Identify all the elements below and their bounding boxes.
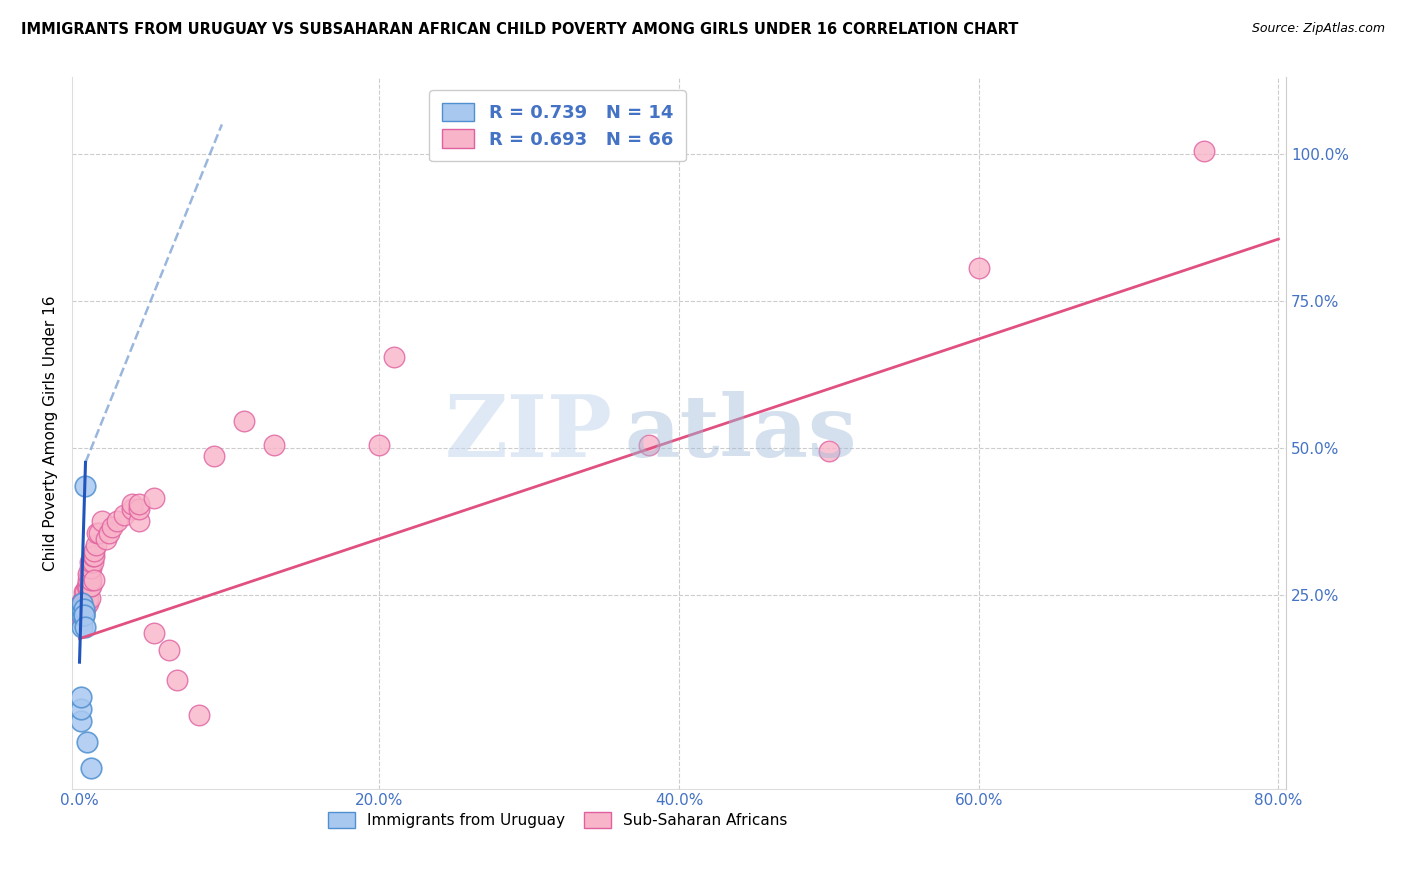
Point	[114, 508, 136, 523]
Point	[202, 450, 225, 464]
Point	[638, 438, 661, 452]
Point	[77, 591, 100, 605]
Point	[80, 579, 103, 593]
Point	[121, 502, 143, 516]
Point	[121, 496, 143, 510]
Point	[818, 443, 841, 458]
Point	[72, 596, 94, 610]
Point	[105, 514, 128, 528]
Point	[70, 714, 93, 728]
Legend: Immigrants from Uruguay, Sub-Saharan Africans: Immigrants from Uruguay, Sub-Saharan Afr…	[322, 806, 794, 834]
Point	[75, 591, 97, 605]
Point	[73, 584, 96, 599]
Point	[77, 567, 100, 582]
Text: atlas: atlas	[624, 391, 856, 475]
Point	[73, 602, 96, 616]
Point	[76, 579, 98, 593]
Point	[84, 538, 107, 552]
Point	[77, 573, 100, 587]
Point	[91, 514, 114, 528]
Point	[79, 591, 101, 605]
Point	[82, 549, 104, 564]
Point	[1192, 144, 1215, 158]
Point	[368, 438, 391, 452]
Point	[75, 620, 97, 634]
Point	[263, 438, 285, 452]
Point	[98, 525, 121, 540]
Point	[128, 502, 150, 516]
Point	[80, 555, 103, 569]
Point	[73, 602, 96, 616]
Point	[233, 414, 256, 428]
Point	[80, 761, 103, 775]
Text: Source: ZipAtlas.com: Source: ZipAtlas.com	[1251, 22, 1385, 36]
Point	[73, 591, 96, 605]
Point	[128, 514, 150, 528]
Point	[967, 261, 990, 276]
Point	[382, 350, 405, 364]
Point	[101, 520, 124, 534]
Point	[73, 596, 96, 610]
Point	[143, 491, 166, 505]
Point	[77, 596, 100, 610]
Point	[72, 614, 94, 628]
Point	[79, 555, 101, 569]
Point	[70, 702, 93, 716]
Point	[79, 573, 101, 587]
Point	[76, 734, 98, 748]
Point	[96, 532, 118, 546]
Point	[80, 561, 103, 575]
Point	[75, 584, 97, 599]
Point	[86, 525, 108, 540]
Point	[143, 625, 166, 640]
Point	[87, 525, 110, 540]
Text: IMMIGRANTS FROM URUGUAY VS SUBSAHARAN AFRICAN CHILD POVERTY AMONG GIRLS UNDER 16: IMMIGRANTS FROM URUGUAY VS SUBSAHARAN AF…	[21, 22, 1018, 37]
Point	[75, 479, 97, 493]
Point	[79, 561, 101, 575]
Point	[73, 608, 96, 623]
Point	[159, 643, 181, 657]
Point	[83, 573, 105, 587]
Y-axis label: Child Poverty Among Girls Under 16: Child Poverty Among Girls Under 16	[44, 295, 58, 571]
Point	[83, 549, 105, 564]
Point	[79, 579, 101, 593]
Point	[76, 596, 98, 610]
Point	[83, 543, 105, 558]
Point	[77, 579, 100, 593]
Point	[70, 690, 93, 705]
Point	[70, 596, 93, 610]
Point	[72, 602, 94, 616]
Point	[75, 602, 97, 616]
Point	[79, 567, 101, 582]
Point	[76, 591, 98, 605]
Point	[128, 496, 150, 510]
Point	[188, 708, 211, 723]
Point	[166, 673, 188, 687]
Point	[70, 602, 93, 616]
Point	[72, 602, 94, 616]
Point	[72, 620, 94, 634]
Point	[82, 555, 104, 569]
Point	[72, 608, 94, 623]
Point	[72, 608, 94, 623]
Point	[72, 596, 94, 610]
Point	[80, 573, 103, 587]
Point	[73, 608, 96, 623]
Point	[70, 608, 93, 623]
Point	[75, 596, 97, 610]
Text: ZIP: ZIP	[444, 391, 612, 475]
